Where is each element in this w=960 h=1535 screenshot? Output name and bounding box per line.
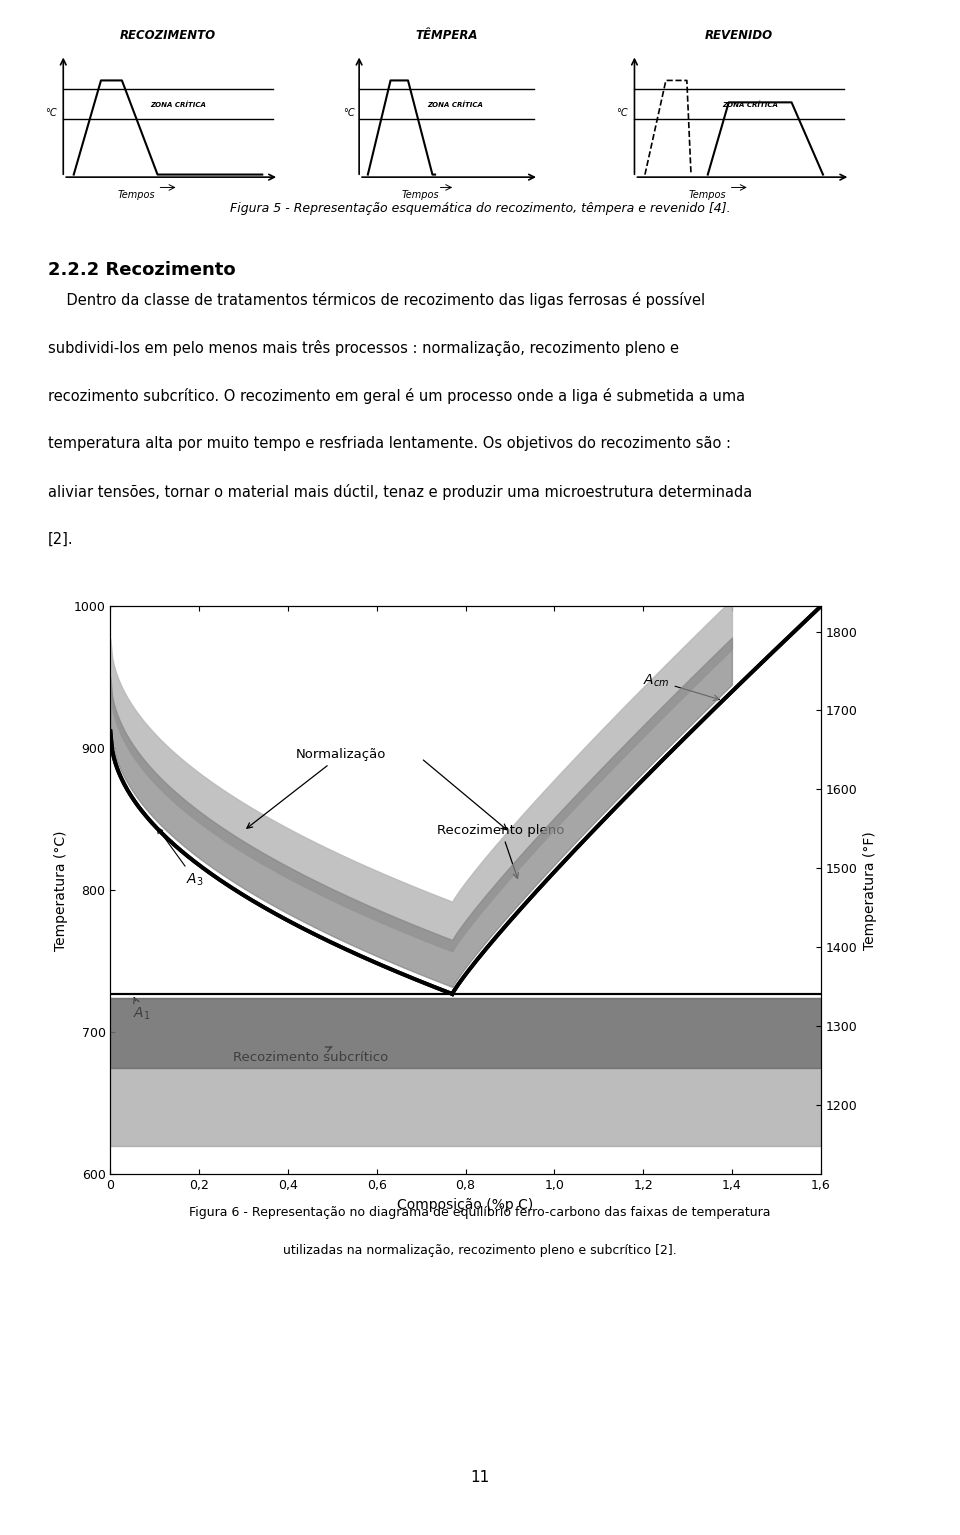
Text: ZONA CRÍTICA: ZONA CRÍTICA	[722, 101, 778, 107]
Text: recozimento subcrítico. O recozimento em geral é um processo onde a liga é subme: recozimento subcrítico. O recozimento em…	[48, 388, 745, 404]
Text: 11: 11	[470, 1471, 490, 1484]
Text: Figura 5 - Representação esquemática do recozimento, têmpera e revenido [4].: Figura 5 - Representação esquemática do …	[229, 203, 731, 215]
Text: RECOZIMENTO: RECOZIMENTO	[120, 29, 216, 41]
Text: $A_{cm}$: $A_{cm}$	[643, 672, 719, 700]
Text: °C: °C	[343, 107, 354, 118]
Y-axis label: Temperatura (°F): Temperatura (°F)	[863, 830, 877, 950]
Text: 2.2.2 Recozimento: 2.2.2 Recozimento	[48, 261, 235, 279]
Text: Tempos: Tempos	[118, 190, 156, 200]
Text: temperatura alta por muito tempo e resfriada lentamente. Os objetivos do recozim: temperatura alta por muito tempo e resfr…	[48, 436, 731, 451]
Text: $A_1$: $A_1$	[132, 998, 150, 1022]
Text: ZONA CRÍTICA: ZONA CRÍTICA	[151, 101, 206, 107]
Text: TÊMPERA: TÊMPERA	[415, 29, 478, 41]
Text: Recozimento pleno: Recozimento pleno	[438, 823, 564, 878]
Text: [2].: [2].	[48, 533, 74, 548]
Text: subdividi-los em pelo menos mais três processos : normalização, recozimento plen: subdividi-los em pelo menos mais três pr…	[48, 339, 679, 356]
Text: utilizadas na normalização, recozimento pleno e subcrítico [2].: utilizadas na normalização, recozimento …	[283, 1243, 677, 1257]
Text: REVENIDO: REVENIDO	[706, 29, 773, 41]
Text: °C: °C	[45, 107, 57, 118]
Y-axis label: Temperatura (°C): Temperatura (°C)	[54, 830, 68, 950]
Text: Tempos: Tempos	[401, 190, 439, 200]
Text: aliviar tensões, tornar o material mais dúctil, tenaz e produzir uma microestrut: aliviar tensões, tornar o material mais …	[48, 484, 753, 500]
Text: Dentro da classe de tratamentos térmicos de recozimento das ligas ferrosas é pos: Dentro da classe de tratamentos térmicos…	[48, 292, 706, 307]
Text: Tempos: Tempos	[689, 190, 727, 200]
Text: $A_3$: $A_3$	[157, 827, 204, 887]
Text: Figura 6 - Representação no diagrama de equilíbrio ferro-carbono das faixas de t: Figura 6 - Representação no diagrama de …	[189, 1207, 771, 1219]
X-axis label: Composição (%p C): Composição (%p C)	[397, 1197, 534, 1211]
Text: °C: °C	[616, 107, 628, 118]
Text: ZONA CRÍTICA: ZONA CRÍTICA	[427, 101, 483, 107]
Text: Normalização: Normalização	[247, 748, 387, 829]
Text: Recozimento subcrítico: Recozimento subcrítico	[232, 1047, 388, 1064]
